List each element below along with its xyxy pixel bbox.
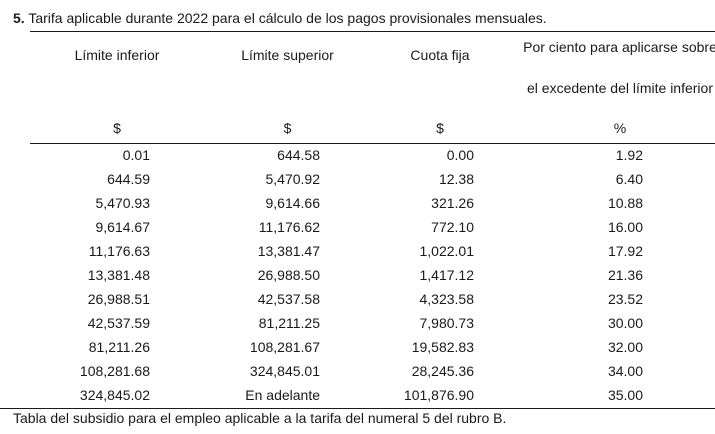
cell-limite-inferior: 81,211.26 (88, 339, 150, 355)
table-row: 81,211.26 108,281.67 19,582.83 32.00 (0, 337, 715, 361)
header-limite-superior: Límite superior (241, 47, 334, 63)
cell-cuota-fija: 1,022.01 (419, 243, 475, 259)
cell-cuota-fija: 1,417.12 (419, 267, 475, 283)
table-row: 324,845.02 En adelante 101,876.90 35.00 (0, 385, 715, 409)
cell-limite-inferior: 108,281.68 (79, 363, 150, 379)
header-cuota-fija: Cuota fija (410, 47, 470, 63)
cell-limite-superior: 26,988.50 (257, 267, 320, 283)
cell-limite-superior: 42,537.58 (257, 291, 320, 307)
cell-cuota-fija: 0.00 (446, 147, 474, 163)
cell-limite-superior: 108,281.67 (249, 339, 320, 355)
cell-por-ciento: 35.00 (607, 387, 643, 403)
table-row: 42,537.59 81,211.25 7,980.73 30.00 (0, 313, 715, 337)
cell-cuota-fija: 7,980.73 (419, 315, 475, 331)
table-row: 26,988.51 42,537.58 4,323.58 23.52 (0, 289, 715, 313)
cell-por-ciento: 32.00 (607, 339, 643, 355)
cell-por-ciento: 34.00 (607, 363, 643, 379)
table-row: 9,614.67 11,176.62 772.10 16.00 (0, 217, 715, 241)
cell-limite-inferior: 9,614.67 (95, 219, 151, 235)
header-limite-inferior: Límite inferior (74, 47, 160, 63)
cell-por-ciento: 16.00 (607, 219, 643, 235)
cell-limite-superior: 5,470.92 (265, 171, 321, 187)
cell-cuota-fija: 4,323.58 (419, 291, 475, 307)
cell-limite-inferior: 42,537.59 (87, 315, 150, 331)
cell-cuota-fija: 101,876.90 (403, 387, 474, 403)
cell-limite-inferior: 5,470.93 (95, 195, 151, 211)
cell-cuota-fija: 772.10 (431, 219, 474, 235)
cell-limite-inferior: 324,845.02 (79, 387, 150, 403)
table-row: 0.01 644.58 0.00 1.92 (0, 145, 715, 169)
cell-cuota-fija: 321.26 (431, 195, 474, 211)
header-por-ciento: Por ciento para aplicarse sobre (523, 39, 715, 55)
cell-limite-inferior: 13,381.48 (87, 267, 150, 283)
cell-limite-inferior: 0.01 (122, 147, 150, 163)
cell-por-ciento: 30.00 (607, 315, 643, 331)
cell-limite-superior: 81,211.25 (258, 315, 320, 331)
cell-limite-superior: 324,845.01 (249, 363, 320, 379)
table-top-rule (30, 31, 715, 32)
header-rule (30, 143, 715, 144)
footer-note: Tabla del subsidio para el empleo aplica… (13, 410, 507, 426)
section-heading: 5. Tarifa aplicable durante 2022 para el… (13, 10, 547, 26)
cell-limite-superior: En adelante (245, 387, 320, 403)
table-row: 13,381.48 26,988.50 1,417.12 21.36 (0, 265, 715, 289)
table-row: 11,176.63 13,381.47 1,022.01 17.92 (0, 241, 715, 265)
cell-limite-inferior: 26,988.51 (87, 291, 150, 307)
cell-por-ciento: 23.52 (607, 291, 643, 307)
cell-por-ciento: 21.36 (607, 267, 643, 283)
section-title: Tarifa aplicable durante 2022 para el cá… (28, 10, 547, 26)
cell-limite-superior: 9,614.66 (265, 195, 321, 211)
table-row: 108,281.68 324,845.01 28,245.36 34.00 (0, 361, 715, 385)
unit-cuota-fija: $ (436, 120, 444, 136)
table-body: 0.01 644.58 0.00 1.92 644.59 5,470.92 12.38 6.4… (0, 145, 715, 409)
table-bottom-rule (0, 408, 715, 409)
cell-cuota-fija: 19,582.83 (411, 339, 474, 355)
cell-limite-superior: 13,381.47 (257, 243, 320, 259)
cell-por-ciento: 10.88 (607, 195, 643, 211)
cell-limite-inferior: 644.59 (107, 171, 150, 187)
cell-cuota-fija: 12.38 (438, 171, 474, 187)
header-excedente: el excedente del límite inferior (527, 80, 713, 96)
cell-limite-superior: 644.58 (277, 147, 320, 163)
table-row: 5,470.93 9,614.66 321.26 10.88 (0, 193, 715, 217)
section-number: 5. (13, 10, 25, 26)
cell-limite-inferior: 11,176.63 (88, 243, 150, 259)
cell-por-ciento: 1.92 (615, 147, 643, 163)
unit-limite-superior: $ (283, 120, 292, 136)
cell-cuota-fija: 28,245.36 (411, 363, 474, 379)
cell-por-ciento: 6.40 (615, 171, 643, 187)
table-row: 644.59 5,470.92 12.38 6.40 (0, 169, 715, 193)
cell-limite-superior: 11,176.62 (258, 219, 320, 235)
unit-limite-inferior: $ (113, 120, 121, 136)
unit-por-ciento: % (613, 120, 627, 136)
cell-por-ciento: 17.92 (607, 243, 643, 259)
